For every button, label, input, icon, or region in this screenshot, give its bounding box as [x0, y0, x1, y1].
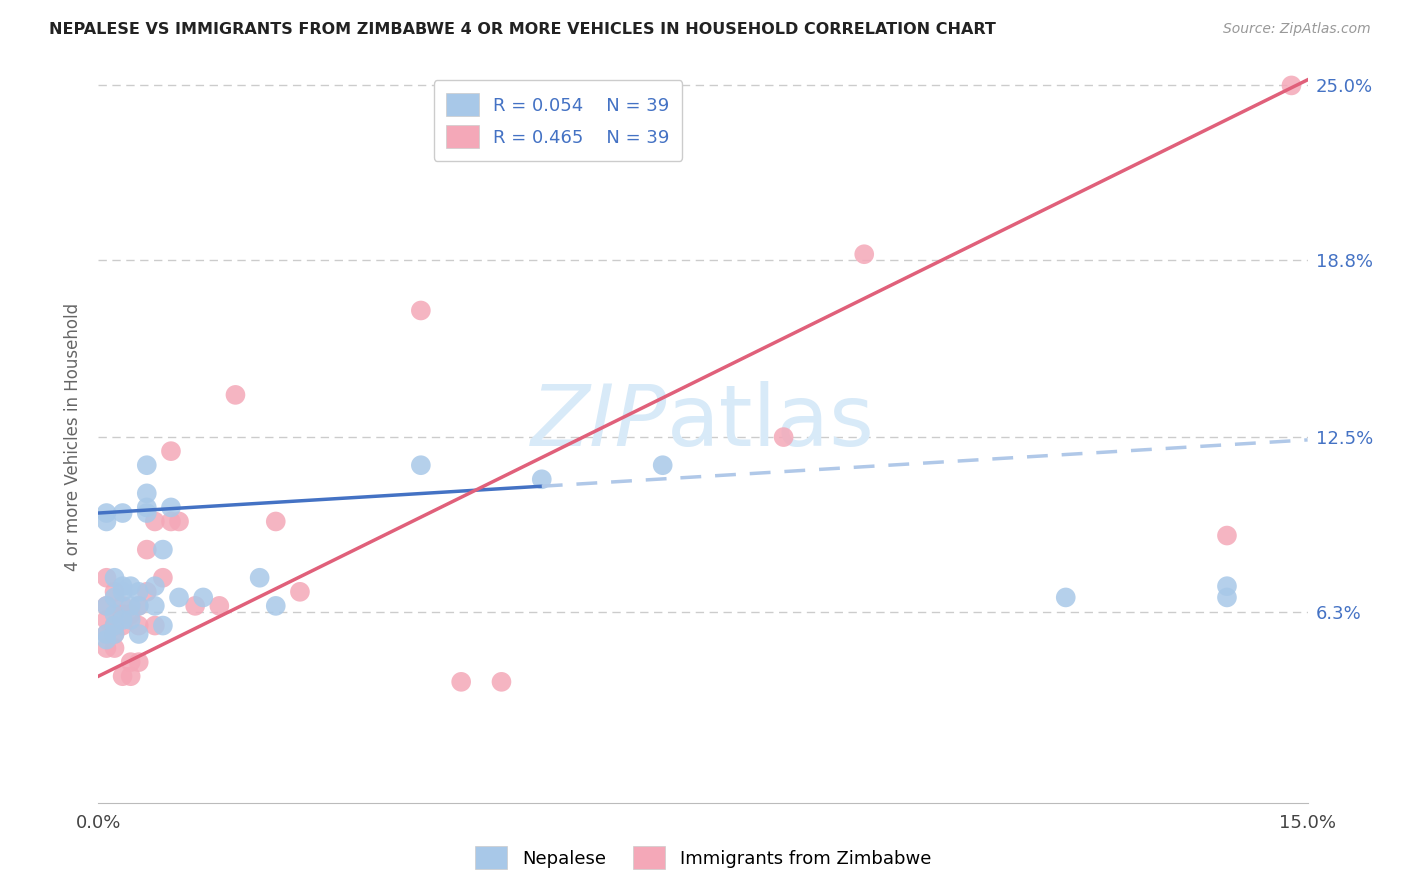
Point — [111, 579, 134, 593]
Point — [120, 607, 142, 622]
Point — [143, 599, 166, 613]
Point — [224, 388, 246, 402]
Point — [184, 599, 207, 613]
Point — [111, 599, 134, 613]
Point — [491, 674, 513, 689]
Legend: R = 0.054    N = 39, R = 0.465    N = 39: R = 0.054 N = 39, R = 0.465 N = 39 — [433, 80, 682, 161]
Point — [96, 632, 118, 647]
Point — [1054, 591, 1077, 605]
Y-axis label: 4 or more Vehicles in Household: 4 or more Vehicles in Household — [63, 303, 82, 571]
Point — [208, 599, 231, 613]
Point — [1216, 528, 1239, 542]
Point — [409, 458, 432, 473]
Point — [772, 430, 794, 444]
Point — [450, 674, 472, 689]
Point — [103, 591, 125, 605]
Point — [96, 515, 118, 529]
Point — [167, 591, 190, 605]
Point — [96, 506, 118, 520]
Point — [96, 599, 118, 613]
Point — [103, 641, 125, 656]
Point — [96, 613, 118, 627]
Point — [409, 303, 432, 318]
Point — [128, 599, 150, 613]
Point — [249, 571, 271, 585]
Point — [135, 486, 157, 500]
Legend: Nepalese, Immigrants from Zimbabwe: Nepalese, Immigrants from Zimbabwe — [465, 838, 941, 879]
Point — [128, 599, 150, 613]
Point — [103, 607, 125, 622]
Point — [111, 506, 134, 520]
Point — [288, 584, 311, 599]
Point — [120, 655, 142, 669]
Point — [120, 579, 142, 593]
Point — [193, 591, 215, 605]
Text: atlas: atlas — [666, 381, 875, 464]
Point — [152, 618, 174, 632]
Point — [530, 472, 553, 486]
Point — [103, 618, 125, 632]
Point — [135, 458, 157, 473]
Point — [143, 618, 166, 632]
Point — [103, 627, 125, 641]
Point — [103, 627, 125, 641]
Point — [160, 515, 183, 529]
Point — [128, 655, 150, 669]
Point — [152, 542, 174, 557]
Point — [135, 542, 157, 557]
Point — [111, 613, 134, 627]
Point — [143, 515, 166, 529]
Point — [1281, 78, 1303, 93]
Point — [103, 618, 125, 632]
Point — [128, 584, 150, 599]
Point — [103, 584, 125, 599]
Point — [96, 571, 118, 585]
Point — [120, 613, 142, 627]
Point — [264, 515, 287, 529]
Point — [128, 627, 150, 641]
Point — [135, 584, 157, 599]
Point — [160, 444, 183, 458]
Point — [96, 627, 118, 641]
Point — [120, 669, 142, 683]
Point — [120, 599, 142, 613]
Point — [167, 515, 190, 529]
Point — [651, 458, 673, 473]
Point — [1216, 591, 1239, 605]
Point — [111, 618, 134, 632]
Point — [103, 571, 125, 585]
Text: Source: ZipAtlas.com: Source: ZipAtlas.com — [1223, 22, 1371, 37]
Point — [96, 641, 118, 656]
Point — [160, 500, 183, 515]
Point — [111, 584, 134, 599]
Point — [111, 669, 134, 683]
Point — [128, 618, 150, 632]
Point — [1216, 579, 1239, 593]
Point — [111, 607, 134, 622]
Point — [135, 500, 157, 515]
Point — [264, 599, 287, 613]
Point — [135, 506, 157, 520]
Point — [96, 599, 118, 613]
Point — [152, 571, 174, 585]
Point — [96, 627, 118, 641]
Point — [853, 247, 876, 261]
Point — [143, 579, 166, 593]
Text: ZIP: ZIP — [530, 381, 666, 464]
Text: NEPALESE VS IMMIGRANTS FROM ZIMBABWE 4 OR MORE VEHICLES IN HOUSEHOLD CORRELATION: NEPALESE VS IMMIGRANTS FROM ZIMBABWE 4 O… — [49, 22, 995, 37]
